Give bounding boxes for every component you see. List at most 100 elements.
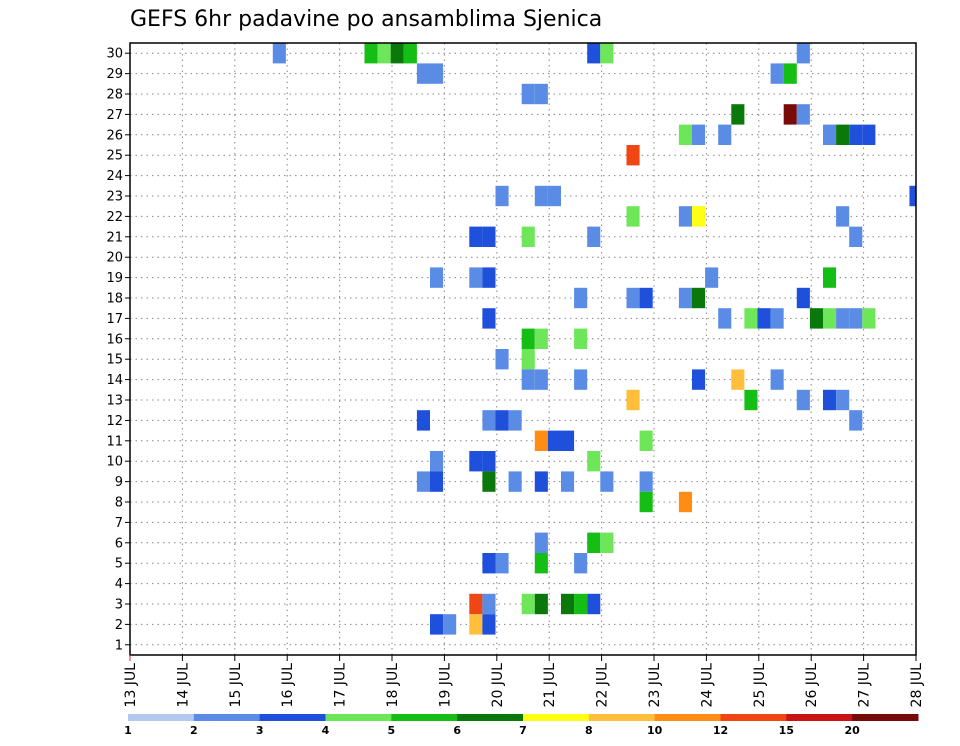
heatmap-cell: [482, 593, 496, 615]
y-tick-label: 28: [106, 88, 123, 103]
heatmap-cell: [796, 104, 810, 125]
heatmap-cell: [495, 410, 509, 431]
colorbar-label: 6: [453, 724, 461, 737]
heatmap-cell: [482, 553, 496, 574]
y-tick-label: 21: [106, 230, 123, 245]
heatmap-cell: [429, 451, 444, 472]
heatmap-cell: [836, 389, 850, 411]
heatmap-cell: [377, 43, 391, 64]
y-tick-label: 11: [106, 434, 123, 449]
heatmap-cell: [691, 369, 706, 390]
colorbar-swatch: [720, 714, 787, 721]
heatmap-cell: [678, 287, 692, 309]
colorbar-swatch: [259, 714, 326, 721]
heatmap-cell: [469, 614, 483, 635]
heatmap-cell: [705, 267, 719, 288]
heatmap-cell: [731, 104, 745, 125]
heatmap-cell: [822, 267, 837, 288]
heatmap-cell: [521, 328, 535, 349]
colorbar-label: 3: [256, 724, 264, 737]
heatmap-cell: [560, 593, 575, 615]
y-tick-label: 9: [115, 475, 123, 490]
heatmap-cell: [822, 389, 837, 411]
colorbar-label: 10: [647, 724, 663, 737]
heatmap-cell: [534, 430, 548, 451]
colorbar-swatch: [654, 714, 721, 721]
chart-title: GEFS 6hr padavine po ansamblima Sjenica: [130, 7, 602, 32]
colorbar-swatch: [852, 714, 919, 721]
x-tick-label: 16 JUL: [280, 663, 296, 708]
heatmap-cell: [495, 349, 509, 370]
heatmap-cell: [429, 63, 444, 84]
y-tick-label: 18: [106, 292, 123, 307]
heatmap-cell: [390, 43, 404, 64]
y-tick-label: 24: [106, 169, 123, 184]
heatmap-cell: [574, 553, 588, 574]
y-tick-label: 27: [106, 108, 123, 123]
heatmap-cell: [678, 124, 692, 145]
x-tick-label: 27 JUL: [857, 663, 873, 708]
heatmap-cell: [534, 593, 548, 615]
heatmap-cell: [416, 410, 430, 431]
heatmap-cell: [909, 185, 916, 207]
heatmap-cell: [482, 267, 496, 288]
colorbar-swatch: [325, 714, 392, 721]
heatmap-cell: [849, 410, 863, 431]
heatmap-cell: [482, 410, 496, 431]
heatmap-cell: [796, 43, 810, 64]
heatmap-cell: [560, 471, 575, 492]
colorbar-label: 8: [585, 724, 593, 737]
y-tick-label: 25: [106, 149, 123, 164]
heatmap-cell: [534, 553, 548, 574]
heatmap-cell: [639, 287, 653, 309]
colorbar-label: 5: [388, 724, 396, 737]
heatmap-cell: [521, 226, 535, 247]
x-tick-label: 26 JUL: [804, 663, 820, 708]
heatmap-cells: [272, 43, 916, 635]
heatmap-cell: [783, 63, 797, 84]
colorbar-label: 4: [322, 724, 330, 737]
colorbar-label: 15: [779, 724, 794, 737]
heatmap-cell: [469, 593, 483, 615]
y-tick-label: 15: [106, 353, 123, 368]
heatmap-cell: [482, 451, 496, 472]
colorbar-label: 7: [519, 724, 527, 737]
heatmap-cell: [849, 124, 863, 145]
heatmap-cell: [416, 471, 430, 492]
heatmap-cell: [560, 430, 575, 451]
heatmap-cell: [534, 185, 548, 207]
heatmap-cell: [534, 328, 548, 349]
y-tick-label: 10: [106, 455, 123, 470]
y-tick-label: 4: [115, 577, 123, 592]
heatmap-cell: [534, 471, 548, 492]
y-tick-label: 6: [115, 536, 123, 551]
heatmap-cell: [770, 63, 784, 84]
colorbar: 1 2 3 4 5 6 7 8 10 12 15 20: [124, 714, 919, 737]
heatmap-cell: [849, 226, 863, 247]
heatmap-cell: [718, 308, 732, 329]
colorbar-swatch: [128, 714, 195, 721]
y-tick-label: 19: [106, 271, 123, 286]
y-tick-label: 3: [115, 598, 123, 613]
heatmap-cell: [862, 124, 876, 145]
heatmap-cell: [469, 267, 483, 288]
colorbar-swatch: [457, 714, 524, 721]
y-tick-label: 2: [115, 618, 123, 633]
heatmap-cell: [718, 124, 732, 145]
heatmap-cell: [731, 369, 745, 390]
heatmap-cell: [534, 532, 548, 553]
heatmap-cell: [783, 104, 797, 125]
colorbar-label: 12: [713, 724, 728, 737]
heatmap-cell: [757, 308, 771, 329]
heatmap-cell: [469, 451, 483, 472]
heatmap-cell: [639, 491, 653, 513]
heatmap-cell: [534, 369, 548, 390]
heatmap-cell: [521, 83, 535, 105]
y-tick-label: 16: [106, 332, 123, 347]
heatmap-cell: [744, 389, 758, 411]
y-tick-label: 1: [115, 638, 123, 653]
y-tick-label: 29: [106, 67, 123, 82]
x-tick-label: 19 JUL: [437, 663, 453, 708]
heatmap-cell: [416, 63, 430, 84]
